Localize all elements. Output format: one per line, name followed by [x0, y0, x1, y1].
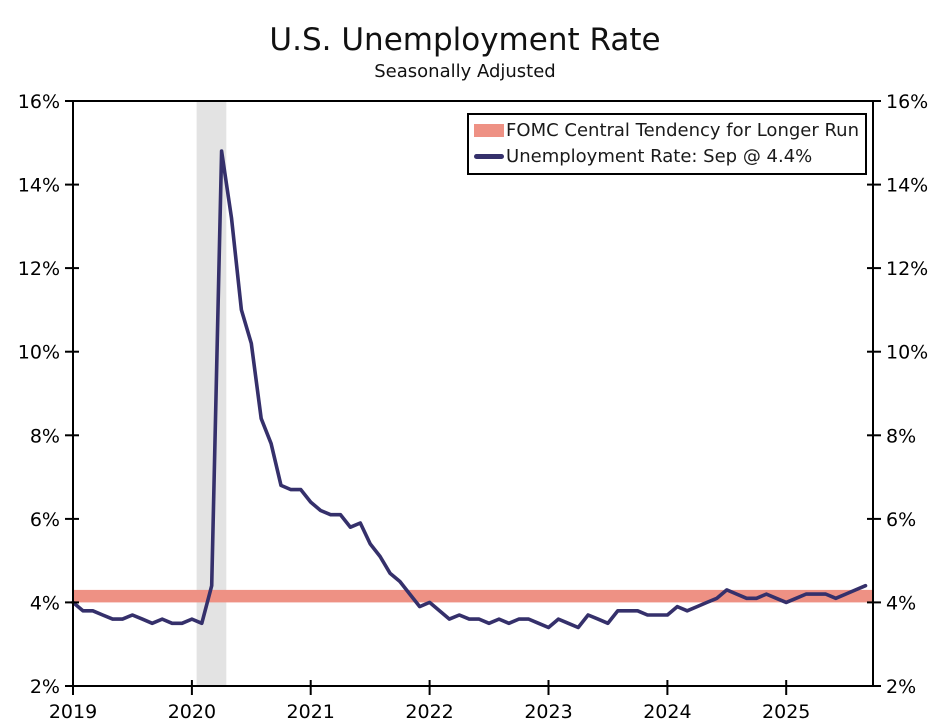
y-tick-label-right: 6% — [886, 509, 916, 531]
y-tick-label-left: 12% — [18, 258, 60, 280]
y-tick-label-right: 2% — [886, 676, 916, 698]
fomc-rect — [73, 589, 873, 603]
fomc-central-tendency-band — [73, 589, 873, 603]
chart-title: U.S. Unemployment Rate — [269, 22, 661, 58]
legend-item-unemployment: Unemployment Rate: Sep @ 4.4% — [474, 144, 859, 169]
y-tick-label-right: 8% — [886, 425, 916, 447]
y-tick-label-right: 16% — [886, 91, 928, 113]
chart-subtitle: Seasonally Adjusted — [374, 61, 556, 82]
y-axis-right-ticks: 2% 4% 6% 8% 10% 12% 14% 16% — [867, 91, 928, 698]
y-tick-label-left: 14% — [18, 175, 60, 197]
x-tick-label: 2022 — [405, 701, 453, 723]
legend-label-unemployment: Unemployment Rate: Sep @ 4.4% — [506, 146, 813, 167]
y-tick-label-left: 6% — [30, 509, 60, 531]
unemployment-rate-line — [71, 149, 868, 630]
y-tick-label-left: 2% — [30, 676, 60, 698]
y-axis-left-ticks: 2% 4% 6% 8% 10% 12% 14% 16% — [18, 91, 79, 698]
plot-border — [72, 100, 874, 687]
x-axis-ticks: 2019 2020 2021 2022 2023 2024 2025 — [49, 680, 810, 723]
unemployment-polyline — [71, 149, 868, 630]
y-tick-label-left: 4% — [30, 592, 60, 614]
x-tick-label: 2024 — [643, 701, 691, 723]
y-tick-label-right: 12% — [886, 258, 928, 280]
legend-item-fomc: FOMC Central Tendency for Longer Run — [474, 118, 859, 143]
x-tick-label: 2019 — [49, 701, 97, 723]
legend-box: FOMC Central Tendency for Longer Run Une… — [467, 113, 867, 175]
fomc-band-swatch — [474, 124, 505, 137]
x-tick-label: 2020 — [168, 701, 216, 723]
x-tick-label: 2021 — [287, 701, 335, 723]
y-tick-label-right: 4% — [886, 592, 916, 614]
y-tick-label-left: 16% — [18, 91, 60, 113]
y-tick-label-left: 10% — [18, 342, 60, 364]
x-tick-label: 2023 — [524, 701, 572, 723]
y-tick-label-right: 10% — [886, 342, 928, 364]
legend-label-fomc: FOMC Central Tendency for Longer Run — [506, 120, 859, 141]
x-tick-label: 2025 — [762, 701, 810, 723]
y-tick-label-left: 8% — [30, 425, 60, 447]
unemployment-line-swatch — [474, 154, 505, 159]
y-tick-label-right: 14% — [886, 175, 928, 197]
axes-frame — [72, 100, 874, 687]
